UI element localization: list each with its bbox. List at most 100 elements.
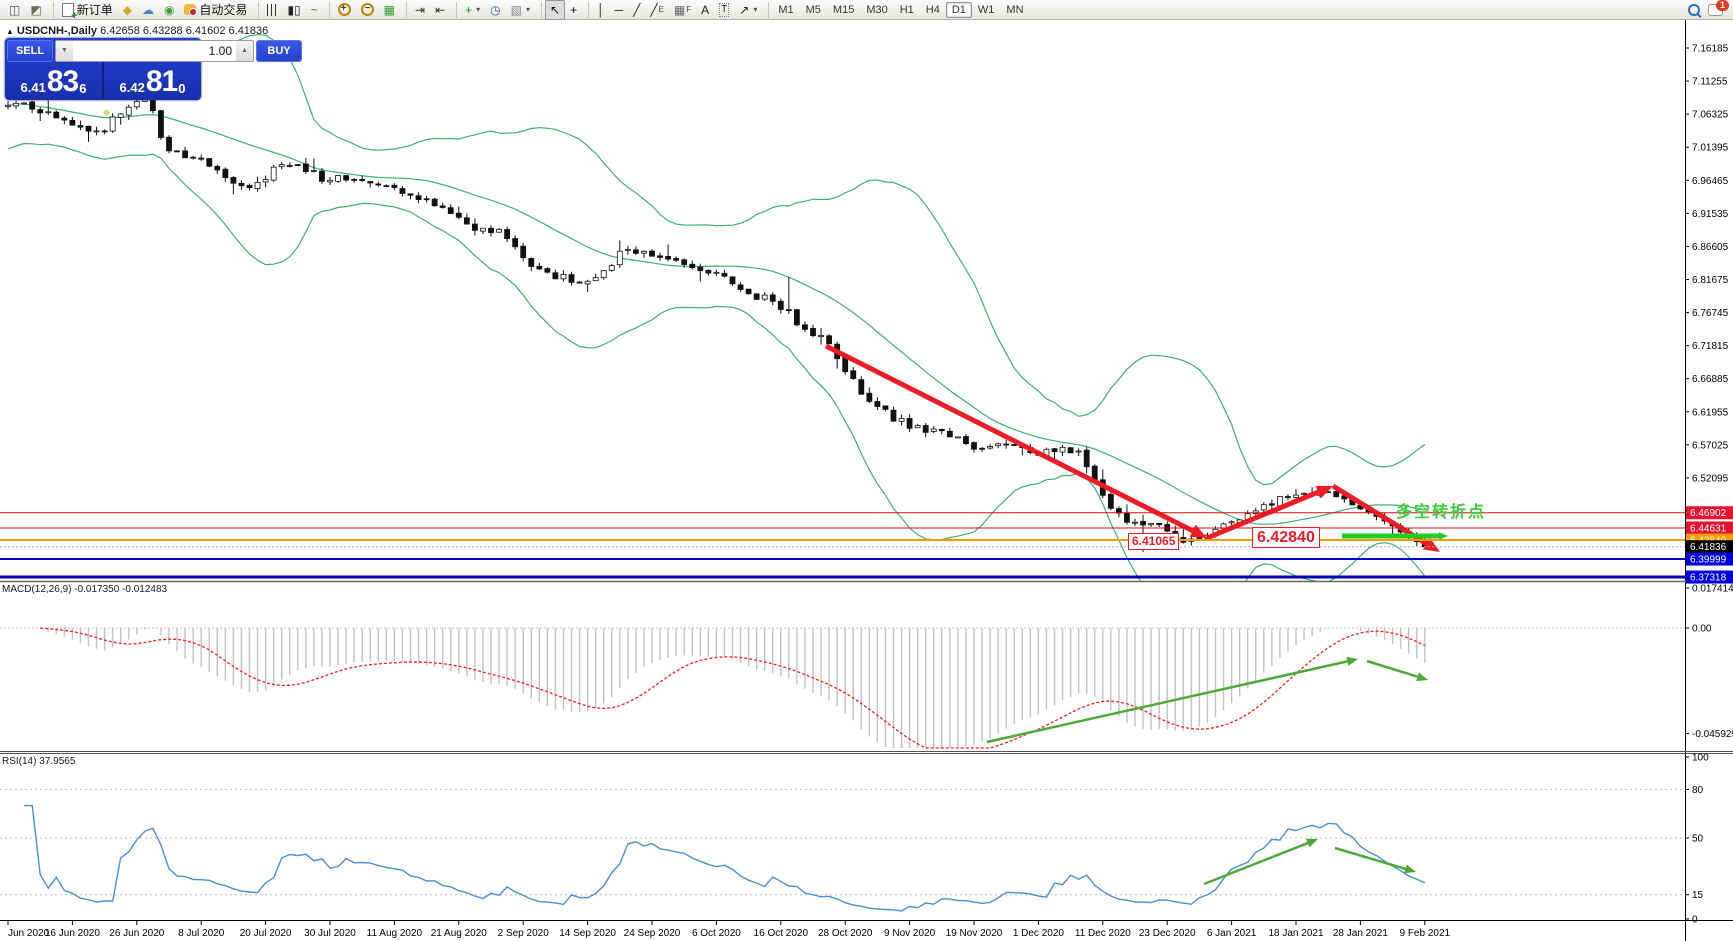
volume-decrease-button[interactable]: ▼ bbox=[56, 41, 73, 61]
horizontal-line-icon[interactable]: ─ bbox=[610, 0, 629, 20]
svg-text:6 Oct 2020: 6 Oct 2020 bbox=[692, 928, 741, 939]
indicators-button[interactable]: + ▾ bbox=[465, 2, 481, 17]
metaeditor-icon[interactable]: ☁ bbox=[137, 0, 159, 20]
text-label-icon-glyph: T bbox=[719, 2, 730, 17]
svg-text:19 Nov 2020: 19 Nov 2020 bbox=[946, 928, 1003, 939]
channel-icon-glyph: ╱ bbox=[650, 2, 658, 17]
search-icon[interactable] bbox=[1688, 3, 1700, 16]
fibonacci-icon[interactable]: ▦ F bbox=[673, 2, 692, 17]
chart-profiles-icon[interactable]: ◩ bbox=[25, 0, 46, 20]
svg-text:6.81675: 6.81675 bbox=[1692, 275, 1729, 286]
chart-shift-icon[interactable]: ⇤ bbox=[430, 0, 450, 20]
svg-text:14 Sep 2020: 14 Sep 2020 bbox=[559, 928, 616, 939]
timeframe-m15[interactable]: M15 bbox=[832, 3, 855, 16]
svg-text:7.06325: 7.06325 bbox=[1692, 110, 1729, 121]
autotrade-button[interactable]: 自动交易 bbox=[179, 0, 252, 20]
chart-profiles-icon-glyph: ◩ bbox=[30, 2, 42, 17]
svg-text:30 Jul 2020: 30 Jul 2020 bbox=[304, 928, 356, 939]
svg-text:16 Jun 2020: 16 Jun 2020 bbox=[45, 928, 100, 939]
sell-button[interactable]: SELL bbox=[7, 40, 53, 62]
templates-icon-glyph: ▧ bbox=[510, 2, 522, 17]
svg-text:6.71815: 6.71815 bbox=[1692, 341, 1729, 352]
svg-text:6.96465: 6.96465 bbox=[1692, 176, 1729, 187]
svg-text:1 Dec 2020: 1 Dec 2020 bbox=[1013, 928, 1065, 939]
vertical-line-icon[interactable]: │ bbox=[592, 0, 610, 20]
auto-scroll-icon-glyph: ⇥ bbox=[415, 2, 426, 17]
svg-text:11 Dec 2020: 11 Dec 2020 bbox=[1075, 928, 1131, 939]
toolbar-separator bbox=[762, 1, 770, 18]
svg-text:6.37318: 6.37318 bbox=[1690, 573, 1727, 584]
candle-chart-icon[interactable]: ▮▯ bbox=[282, 0, 305, 20]
volume-spinner: ▼ ▲ bbox=[55, 40, 254, 62]
line-chart-icon[interactable]: ~ bbox=[306, 0, 323, 20]
new-chart-icon[interactable]: ◫ bbox=[4, 0, 25, 20]
notifications-icon[interactable]: 1 bbox=[1708, 0, 1729, 16]
new-order-glyph bbox=[61, 2, 78, 22]
svg-text:0: 0 bbox=[1692, 915, 1698, 926]
templates-icon[interactable]: ▧ ▾ bbox=[510, 2, 531, 17]
chart-shift-icon-glyph: ⇤ bbox=[435, 2, 446, 17]
svg-text:24 Sep 2020: 24 Sep 2020 bbox=[624, 928, 681, 939]
svg-text:6.39999: 6.39999 bbox=[1690, 555, 1727, 566]
zoom-out-icon[interactable] bbox=[356, 0, 379, 20]
cursor-icon[interactable]: ↖ bbox=[545, 0, 566, 20]
timeframe-m5[interactable]: M5 bbox=[805, 3, 821, 16]
deposit-icon[interactable]: ◆ bbox=[118, 0, 137, 20]
autotrade-button-label: 自动交易 bbox=[199, 3, 248, 17]
timeframe-mn[interactable]: MN bbox=[1006, 3, 1024, 16]
volume-increase-button[interactable]: ▲ bbox=[236, 41, 253, 61]
buy-price[interactable]: 6.42 81 0 bbox=[104, 62, 201, 98]
sell-price[interactable]: 6.41 83 6 bbox=[5, 62, 104, 98]
svg-text:8 Jul 2020: 8 Jul 2020 bbox=[178, 928, 225, 939]
sell-price-prefix: 6.41 bbox=[20, 80, 46, 95]
svg-text:21 Aug 2020: 21 Aug 2020 bbox=[431, 928, 488, 939]
new-chart-icon-glyph: ◫ bbox=[9, 2, 21, 17]
svg-text:20 Jul 2020: 20 Jul 2020 bbox=[240, 928, 292, 939]
vertical-line-icon-glyph: │ bbox=[597, 2, 605, 17]
fibonacci-icon-glyph: ▦ bbox=[673, 2, 686, 17]
timeframe-h4[interactable]: H4 bbox=[925, 3, 940, 16]
auto-scroll-icon[interactable]: ⇥ bbox=[410, 0, 430, 20]
new-order-button-label: 新订单 bbox=[76, 3, 113, 17]
timeframe-d1[interactable]: D1 bbox=[945, 1, 972, 18]
buy-button[interactable]: BUY bbox=[256, 40, 302, 62]
crosshair-icon[interactable]: + bbox=[565, 0, 582, 20]
svg-text:28 Oct 2020: 28 Oct 2020 bbox=[818, 928, 873, 939]
crosshair-icon-glyph: + bbox=[570, 2, 578, 17]
text-icon[interactable]: A bbox=[696, 0, 714, 20]
signals-icon[interactable]: ◉ bbox=[159, 0, 179, 20]
toolbar-separator bbox=[450, 1, 458, 18]
channel-icon[interactable]: ╱ E bbox=[650, 2, 664, 17]
timeframe-m30[interactable]: M30 bbox=[866, 3, 888, 16]
text-label-icon[interactable]: T bbox=[714, 0, 734, 20]
periods-icon[interactable]: ◷ bbox=[485, 0, 505, 20]
indicators-glyph: + bbox=[465, 2, 473, 17]
toolbar-separator bbox=[582, 1, 590, 18]
sell-price-big: 83 bbox=[46, 65, 79, 98]
periods-icon-glyph: ◷ bbox=[490, 2, 501, 17]
svg-text:6.46902: 6.46902 bbox=[1690, 508, 1727, 519]
volume-input[interactable] bbox=[73, 41, 236, 61]
timeframe-m1[interactable]: M1 bbox=[778, 3, 794, 16]
zoom-in-icon[interactable] bbox=[333, 0, 356, 20]
svg-text:0.017414: 0.017414 bbox=[1692, 583, 1733, 594]
tile-windows-icon-glyph: ▦ bbox=[383, 2, 396, 17]
timeframe-w1[interactable]: W1 bbox=[977, 3, 995, 16]
trendline-icon[interactable]: ╱ bbox=[628, 0, 645, 20]
bar-chart-icon[interactable] bbox=[262, 0, 282, 20]
arrows-icon-glyph: ↗ bbox=[739, 2, 750, 17]
tile-windows-icon[interactable]: ▦ bbox=[379, 0, 400, 20]
buy-price-big: 81 bbox=[145, 65, 178, 98]
one-click-trading-panel: SELL ▼ ▲ BUY 6.41 83 6 6.42 81 0 bbox=[5, 38, 302, 117]
trendline-icon-glyph: ╱ bbox=[633, 2, 641, 17]
zoom-out-icon-glyph bbox=[360, 3, 374, 16]
timeframe-h1[interactable]: H1 bbox=[899, 3, 914, 16]
arrows-icon[interactable]: ↗ ▾ bbox=[739, 2, 758, 17]
new-order-button[interactable]: 新订单 bbox=[57, 0, 118, 22]
toolbar-right-group: 1 bbox=[1688, 0, 1733, 16]
text-icon-glyph: A bbox=[701, 2, 710, 17]
svg-text:7.16185: 7.16185 bbox=[1692, 44, 1729, 55]
svg-text:6.44631: 6.44631 bbox=[1690, 523, 1727, 534]
